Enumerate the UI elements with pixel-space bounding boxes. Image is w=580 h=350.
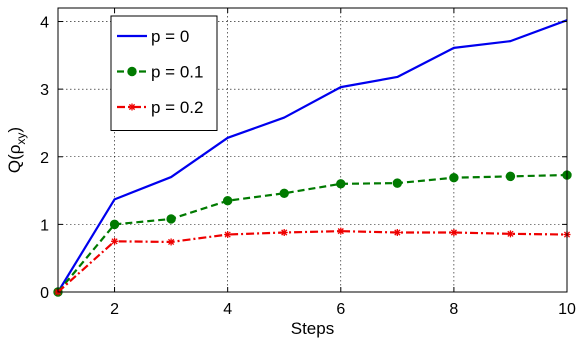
legend-item: p = 0.1 bbox=[117, 63, 203, 82]
legend-label: p = 0.2 bbox=[151, 98, 203, 117]
legend: p = 0 p = 0.1 p = 0.2 bbox=[110, 15, 218, 131]
tick-labels: 2 4 6 8 10 0 1 2 3 4 bbox=[40, 15, 576, 318]
legend-item: p = 0 bbox=[117, 27, 189, 46]
series-line bbox=[57, 19, 568, 293]
series-3 bbox=[54, 227, 571, 296]
y-axis-label-close: ) bbox=[5, 127, 24, 133]
plot-frame bbox=[57, 7, 568, 293]
x-tick-label: 6 bbox=[336, 301, 345, 318]
data-point bbox=[224, 231, 232, 239]
data-point bbox=[505, 171, 516, 182]
data-point bbox=[167, 238, 175, 246]
data-point bbox=[393, 228, 401, 236]
data-point bbox=[506, 230, 514, 238]
y-tick-label: 4 bbox=[40, 15, 49, 32]
data-point bbox=[450, 228, 458, 236]
legend-label: p = 0.1 bbox=[151, 63, 203, 82]
series-line bbox=[57, 230, 568, 293]
legend-label: p = 0 bbox=[151, 27, 189, 46]
x-tick-label: 10 bbox=[558, 301, 576, 318]
series-lines bbox=[53, 19, 572, 297]
series-1 bbox=[57, 19, 568, 293]
axis-ticks bbox=[58, 8, 568, 293]
data-point bbox=[279, 188, 289, 198]
data-point bbox=[336, 179, 346, 189]
y-axis-label-subscript: xy bbox=[14, 133, 28, 145]
data-point bbox=[392, 178, 403, 188]
data-point bbox=[280, 228, 288, 236]
x-tick-label: 8 bbox=[449, 301, 458, 318]
x-axis-label: Steps bbox=[291, 319, 334, 338]
data-point bbox=[449, 173, 459, 183]
data-point bbox=[337, 227, 345, 235]
data-point bbox=[166, 214, 176, 224]
x-tick-label: 2 bbox=[110, 301, 119, 318]
data-point bbox=[222, 196, 233, 206]
y-tick-label: 0 bbox=[40, 285, 49, 302]
y-axis-label: Q(ρxy) bbox=[5, 127, 28, 173]
data-point bbox=[109, 219, 120, 230]
x-tick-label: 4 bbox=[223, 301, 232, 318]
y-tick-label: 3 bbox=[40, 82, 49, 99]
y-tick-label: 1 bbox=[40, 217, 49, 234]
legend-marker bbox=[127, 66, 137, 77]
y-tick-label: 2 bbox=[40, 150, 49, 167]
series-line bbox=[57, 173, 568, 293]
y-axis-label-main: Q(ρ bbox=[5, 145, 24, 174]
legend-item: p = 0.2 bbox=[117, 98, 203, 117]
legend-marker bbox=[128, 103, 136, 111]
data-point bbox=[111, 237, 119, 245]
series-2 bbox=[53, 170, 572, 297]
